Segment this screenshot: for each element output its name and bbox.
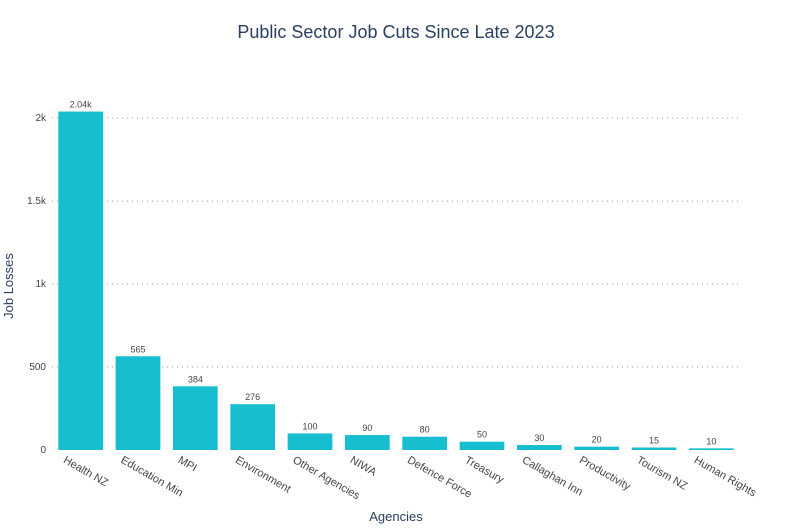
y-axis-ticks: 0 500 1k 1.5k 2k xyxy=(27,113,47,456)
x-tick-label: Education Min xyxy=(119,454,185,499)
x-tick-label: Treasury xyxy=(463,454,507,486)
x-axis-title: Agencies xyxy=(369,509,423,524)
data-label: 80 xyxy=(420,425,430,435)
data-label: 384 xyxy=(188,374,203,384)
data-label: 30 xyxy=(534,433,544,443)
x-tick-label: Productivity xyxy=(577,454,633,493)
x-tick-label: Tourism NZ xyxy=(635,454,690,493)
x-tick-label: MPI xyxy=(176,454,199,474)
y-tick-label: 1k xyxy=(35,279,47,290)
data-label: 90 xyxy=(362,423,372,433)
bar xyxy=(631,447,677,450)
bar xyxy=(344,435,390,450)
x-tick-label: Human Rights xyxy=(692,454,759,499)
y-tick-label: 500 xyxy=(29,362,46,373)
bar xyxy=(516,445,562,450)
bar xyxy=(172,386,218,450)
x-tick-label: Environment xyxy=(233,454,292,495)
bars xyxy=(58,111,734,450)
data-label: 10 xyxy=(706,436,716,446)
bar xyxy=(287,433,333,450)
bar xyxy=(230,404,276,450)
x-tick-label: NIWA xyxy=(348,454,379,479)
y-axis-title: Job Losses xyxy=(1,253,16,319)
chart-title: Public Sector Job Cuts Since Late 2023 xyxy=(237,22,554,42)
gridlines xyxy=(52,117,740,368)
bar xyxy=(402,436,448,450)
y-tick-label: 2k xyxy=(35,113,47,124)
x-tick-label: Health NZ xyxy=(61,454,110,489)
x-tick-label: Callaghan Inn xyxy=(520,454,585,498)
bar xyxy=(459,441,505,450)
y-tick-label: 1.5k xyxy=(27,196,47,207)
data-labels: 2.04k 565 384 276 100 90 80 50 30 20 15 10 xyxy=(70,100,717,447)
data-label: 100 xyxy=(302,421,317,431)
bar xyxy=(574,446,620,450)
data-label: 565 xyxy=(130,344,145,354)
bar xyxy=(688,448,734,450)
data-label: 50 xyxy=(477,430,487,440)
data-label: 2.04k xyxy=(70,100,93,110)
data-label: 15 xyxy=(649,436,659,446)
bar xyxy=(58,111,104,450)
bar xyxy=(115,356,161,450)
data-label: 276 xyxy=(245,392,260,402)
y-tick-label: 0 xyxy=(40,445,46,456)
data-label: 20 xyxy=(592,435,602,445)
